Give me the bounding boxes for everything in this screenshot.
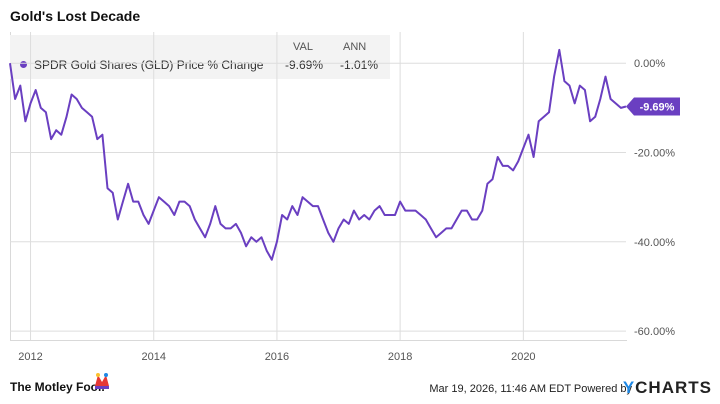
legend: VAL ANN SPDR Gold Shares (GLD) Price % C…: [10, 35, 390, 79]
footer-meta: Mar 19, 2026, 11:46 AM EDT Powered by: [429, 383, 632, 395]
ycharts-y-icon: Y: [622, 378, 636, 397]
x-tick-label: 2020: [511, 351, 535, 363]
powered-by: Powered by: [573, 383, 632, 395]
legend-series-marker: [20, 61, 27, 68]
legend-annualized: -1.01%: [340, 58, 379, 72]
x-tick-label: 2012: [18, 351, 42, 363]
chart-title: Gold's Lost Decade: [10, 8, 141, 24]
y-tick-label: -60.00%: [634, 326, 675, 338]
timestamp: Mar 19, 2026, 11:46 AM EDT: [429, 383, 571, 395]
legend-series-name: SPDR Gold Shares (GLD) Price % Change: [34, 58, 264, 72]
x-tick-label: 2018: [388, 351, 412, 363]
ycharts-wordmark: CHARTS: [635, 378, 712, 397]
last-value-label: -9.69%: [640, 102, 675, 114]
x-tick-labels: 2012 2014 2016 2018 2020: [18, 351, 535, 363]
legend-header-ann: ANN: [343, 41, 367, 53]
last-value-flag: -9.69%: [626, 97, 680, 116]
last-value-badge: [626, 97, 680, 116]
x-tick-label: 2016: [265, 351, 289, 363]
ycharts-logo: YCHARTS: [623, 378, 712, 398]
x-tick-label: 2014: [141, 351, 165, 363]
legend-value: -9.69%: [285, 58, 324, 72]
y-tick-label: 0.00%: [634, 58, 665, 70]
y-tick-labels: 0.00% -20.00% -40.00% -60.00%: [634, 58, 675, 338]
plot-area: [10, 32, 627, 341]
legend-header-val: VAL: [293, 41, 313, 53]
brand-logo: The Motley Fool.: [10, 380, 105, 394]
y-tick-label: -40.00%: [634, 237, 675, 249]
series-line-0: [9, 48, 627, 261]
jester-hat-icon: [95, 373, 109, 389]
y-tick-label: -20.00%: [634, 148, 675, 160]
grid-lines: [10, 32, 626, 340]
series-group: [9, 48, 627, 261]
